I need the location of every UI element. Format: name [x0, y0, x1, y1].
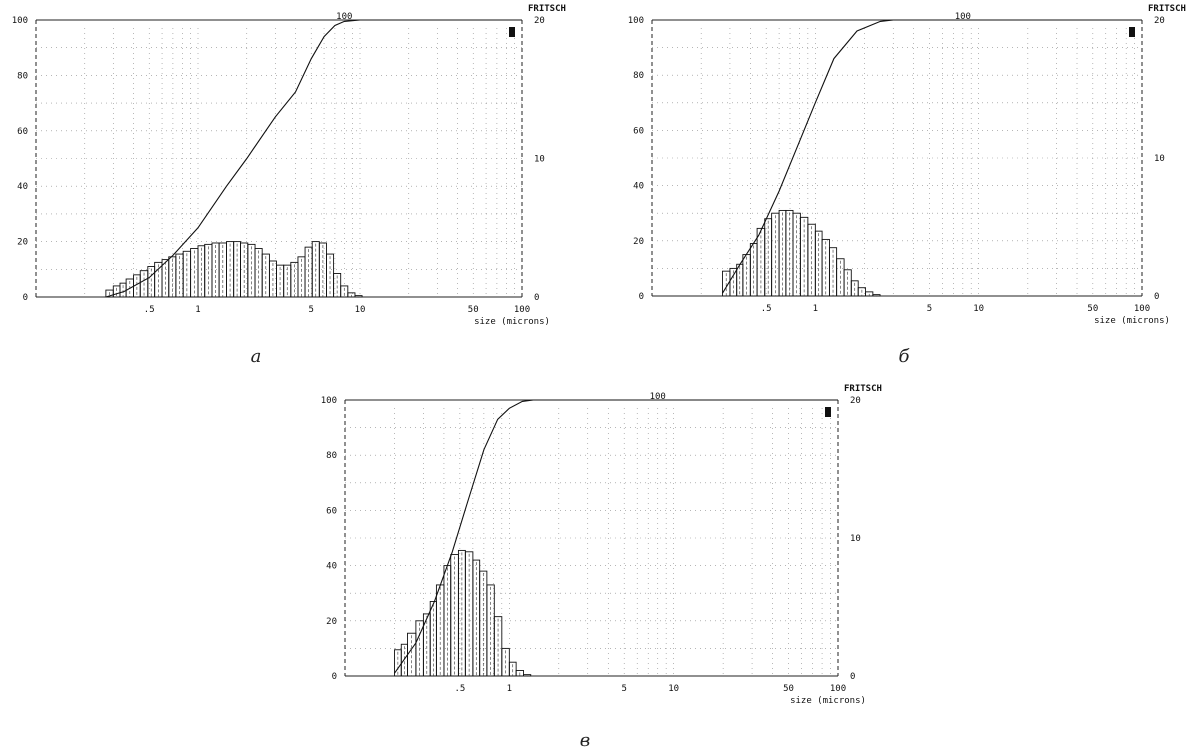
cumulative-curve [722, 19, 1142, 294]
y-left-tick-label: 20 [633, 237, 644, 247]
x-tick-label: .5 [454, 684, 465, 694]
x-tick-label: .5 [144, 305, 155, 315]
y-right-tick-label: 0 [534, 293, 539, 303]
histogram [722, 209, 881, 297]
legend-marker: 0 [509, 28, 514, 38]
y-left-tick-label: 60 [17, 127, 28, 137]
x-tick-label: 5 [621, 684, 626, 694]
y-left-tick-label: 40 [633, 182, 644, 192]
y-left-tick-label: 100 [628, 16, 644, 26]
histogram-bar [175, 253, 184, 298]
x-tick-label: 100 [514, 305, 530, 315]
legend-marker-box [825, 407, 831, 417]
y-right-tick-label: 10 [850, 534, 861, 544]
x-tick-label: 100 [830, 684, 846, 694]
histogram-bar [515, 670, 524, 677]
panel-caption: а [251, 346, 262, 367]
y-left-tick-label: 60 [633, 126, 644, 136]
brand-label: FRITSCH [528, 4, 566, 14]
x-tick-label: 10 [668, 684, 679, 694]
histogram-bar [326, 253, 335, 298]
panel-caption: б [899, 346, 911, 367]
top-scale-label: 100 [336, 12, 352, 22]
x-tick-label: 10 [355, 305, 366, 315]
y-left-tick-label: 60 [326, 506, 337, 516]
histogram-bar [340, 285, 349, 298]
y-left-tick-label: 20 [17, 238, 28, 248]
y-right-tick-label: 0 [1154, 292, 1159, 302]
chart-panel-2: 0 20 40 60 80 100 0 10 20 100 .5 1 5 10 50 100 size (mic… [628, 4, 1186, 367]
x-tick-label: 1 [195, 305, 200, 315]
brand-label: FRITSCH [1148, 4, 1186, 14]
y-left-tick-label: 0 [332, 672, 337, 682]
chart-panel-3: 0 20 40 60 80 100 0 10 20 100 .5 1 5 10 50 100 size (mic… [321, 384, 882, 751]
brand-label: FRITSCH [844, 384, 882, 394]
top-scale-label: 100 [650, 392, 666, 402]
y-right-tick-label: 20 [850, 396, 861, 406]
histogram [105, 241, 363, 298]
y-left-tick-label: 80 [326, 451, 337, 461]
legend-marker-box [509, 27, 515, 37]
histogram-bar [354, 295, 363, 298]
top-scale-label: 100 [955, 12, 971, 22]
histogram-bar [261, 253, 270, 298]
y-right-tick-label: 0 [850, 672, 855, 682]
y-right-tick-label: 20 [534, 16, 545, 26]
x-tick-label: 50 [783, 684, 794, 694]
x-tick-label: .5 [761, 304, 772, 314]
y-right-tick-label: 20 [1154, 16, 1165, 26]
cumulative-curve [394, 399, 838, 674]
grid [36, 28, 522, 297]
x-tick-label: 10 [973, 304, 984, 314]
y-left-tick-label: 100 [12, 16, 28, 26]
y-left-tick-label: 40 [17, 182, 28, 192]
y-left-tick-label: 20 [326, 617, 337, 627]
cumulative-curve [105, 19, 522, 298]
y-right-tick-label: 10 [534, 155, 545, 165]
x-axis-label: size (microns) [1094, 316, 1170, 326]
x-tick-label: 5 [927, 304, 932, 314]
grid [652, 28, 1142, 296]
y-right-tick-label: 10 [1154, 154, 1165, 164]
x-tick-label: 5 [309, 305, 314, 315]
histogram [394, 549, 532, 677]
chart-panel-1: 0 20 40 60 80 100 0 10 20 100 .5 1 5 10 50 100 size (mic… [12, 4, 566, 367]
y-left-tick-label: 0 [639, 292, 644, 302]
x-tick-label: 1 [507, 684, 512, 694]
y-left-tick-label: 100 [321, 396, 337, 406]
x-tick-label: 50 [1087, 304, 1098, 314]
y-left-tick-label: 80 [633, 71, 644, 81]
x-axis-label: size (microns) [474, 317, 550, 327]
x-tick-label: 50 [468, 305, 479, 315]
y-left-tick-label: 0 [23, 293, 28, 303]
x-tick-label: 1 [813, 304, 818, 314]
y-left-tick-label: 80 [17, 71, 28, 81]
panel-caption: в [580, 730, 590, 751]
x-tick-label: 100 [1134, 304, 1150, 314]
histogram-bar [807, 223, 816, 297]
x-axis-label: size (microns) [790, 696, 866, 706]
histogram-bar [407, 632, 417, 677]
histogram-bar [523, 674, 532, 677]
legend-marker: 0 [825, 408, 830, 418]
histogram-bar [742, 254, 751, 297]
grid [345, 408, 838, 676]
histogram-bar [872, 294, 881, 297]
y-left-tick-label: 40 [326, 562, 337, 572]
legend-marker: 0 [1129, 28, 1134, 38]
legend-marker-box [1129, 27, 1135, 37]
